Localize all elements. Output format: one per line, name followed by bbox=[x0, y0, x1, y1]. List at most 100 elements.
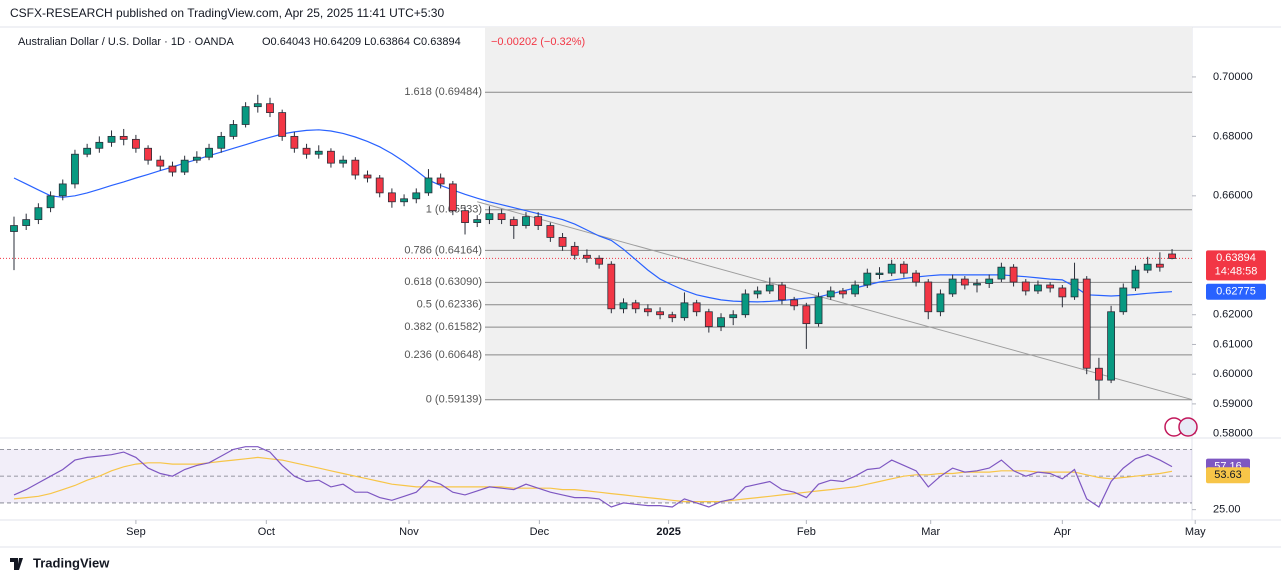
candle-body bbox=[71, 153, 79, 185]
candle-body bbox=[1095, 367, 1103, 381]
y-tick-label: 0.66000 bbox=[1213, 190, 1253, 202]
candle-body bbox=[1034, 284, 1042, 292]
candle-body bbox=[985, 278, 994, 284]
x-tick-label: Nov bbox=[399, 526, 419, 538]
y-tick-label: 0.62000 bbox=[1213, 309, 1253, 321]
candle-body bbox=[229, 124, 238, 137]
symbol: Australian Dollar / U.S. Dollar · 1D · O… bbox=[18, 36, 234, 48]
x-tick-label: Mar bbox=[921, 526, 940, 538]
candle-body bbox=[473, 219, 482, 223]
candle-body bbox=[546, 225, 555, 238]
y-tick-label: 0.58000 bbox=[1213, 428, 1253, 440]
candle-body bbox=[448, 183, 457, 212]
rsi-line bbox=[13, 446, 1173, 508]
candle-body bbox=[363, 174, 372, 179]
x-tick-label: Feb bbox=[797, 526, 816, 538]
candle-body bbox=[717, 317, 725, 328]
rsi-y-tick-label: 25.00 bbox=[1213, 504, 1241, 516]
ohlc: O0.64043 H0.64209 L0.63864 C0.63894 bbox=[262, 36, 461, 48]
candle-body bbox=[851, 284, 860, 295]
candle-body bbox=[241, 106, 250, 125]
flag-icon bbox=[1164, 417, 1198, 437]
candle-body bbox=[34, 207, 43, 221]
candle-body bbox=[960, 278, 969, 286]
candle-body bbox=[973, 283, 981, 286]
candle-body bbox=[387, 192, 396, 203]
candle-body bbox=[1021, 281, 1030, 292]
candle-body bbox=[253, 103, 262, 108]
fib-label: 0.5 (0.62336) bbox=[417, 299, 482, 311]
candle-body bbox=[1046, 284, 1055, 289]
countdown: 14:48:58 bbox=[1215, 265, 1258, 277]
candle-body bbox=[1119, 287, 1128, 313]
y-tick-label: 0.61000 bbox=[1213, 338, 1253, 350]
candle-body bbox=[424, 177, 433, 194]
candle-body bbox=[217, 135, 226, 149]
candle-body bbox=[802, 305, 811, 325]
candle-body bbox=[156, 159, 165, 167]
candle-body bbox=[314, 150, 323, 155]
plot: 1.618 (0.69484)1 (0.65533)0.786 (0.64164… bbox=[0, 27, 1266, 538]
candle-body bbox=[887, 263, 896, 274]
last-price-tag bbox=[1206, 250, 1266, 281]
candle-body bbox=[741, 293, 750, 316]
candle-body bbox=[729, 314, 738, 319]
x-tick-label: Dec bbox=[530, 526, 550, 538]
candle-body bbox=[119, 135, 128, 140]
candle-body bbox=[790, 299, 799, 307]
fib-label: 0.236 (0.60648) bbox=[404, 349, 482, 361]
x-tick-label: Apr bbox=[1054, 526, 1071, 538]
candle-body bbox=[1168, 253, 1176, 259]
candle-body bbox=[302, 147, 311, 155]
fib-label: 1.618 (0.69484) bbox=[404, 86, 482, 98]
candle-body bbox=[10, 225, 18, 232]
candle-body bbox=[1131, 269, 1140, 289]
candle-body bbox=[814, 296, 823, 325]
x-tick-label: Sep bbox=[126, 526, 146, 538]
candle-body bbox=[22, 219, 31, 226]
y-tick-label: 0.70000 bbox=[1213, 71, 1253, 83]
fib-label: 0 (0.59139) bbox=[426, 394, 482, 406]
candle-body bbox=[583, 254, 591, 259]
candle-body bbox=[680, 302, 689, 319]
brand: TradingView bbox=[33, 555, 110, 570]
candle-body bbox=[144, 147, 152, 161]
candle-body bbox=[522, 216, 530, 226]
candle-body bbox=[692, 302, 701, 313]
candle-body bbox=[339, 159, 348, 164]
candle-body bbox=[668, 314, 677, 319]
x-tick-label: Oct bbox=[258, 526, 275, 538]
sma-tag bbox=[1206, 283, 1266, 300]
candle-body bbox=[46, 195, 55, 209]
candle-body bbox=[1058, 287, 1067, 298]
candle-body bbox=[826, 290, 835, 298]
candle-body bbox=[558, 237, 567, 247]
fib-zone bbox=[485, 27, 1192, 400]
candle-body bbox=[1143, 263, 1152, 271]
candle-body bbox=[1070, 278, 1079, 298]
candle-body bbox=[1107, 311, 1115, 381]
candle-body bbox=[107, 135, 116, 143]
candle-body bbox=[509, 219, 518, 226]
candle-body bbox=[375, 177, 384, 194]
candle-body bbox=[485, 213, 494, 221]
x-tick-label: 2025 bbox=[656, 526, 680, 538]
candle-body bbox=[412, 192, 421, 200]
sma-label: 0.62775 bbox=[1216, 286, 1256, 298]
candle-body bbox=[631, 302, 640, 310]
candle-body bbox=[168, 165, 177, 173]
publisher: CSFX-RESEARCH published on TradingView.c… bbox=[10, 6, 444, 20]
last-price-label: 0.63894 bbox=[1216, 252, 1256, 264]
candle-body bbox=[1155, 263, 1164, 268]
candle-body bbox=[180, 159, 189, 173]
candle-body bbox=[327, 150, 335, 164]
candle-body bbox=[948, 278, 957, 295]
candle-body bbox=[778, 284, 786, 301]
candle-body bbox=[461, 210, 469, 223]
candle-body bbox=[131, 138, 140, 149]
candle-body bbox=[351, 159, 360, 176]
candle-body bbox=[1009, 266, 1018, 283]
candle-body bbox=[1082, 278, 1091, 369]
candle-body bbox=[753, 290, 762, 295]
